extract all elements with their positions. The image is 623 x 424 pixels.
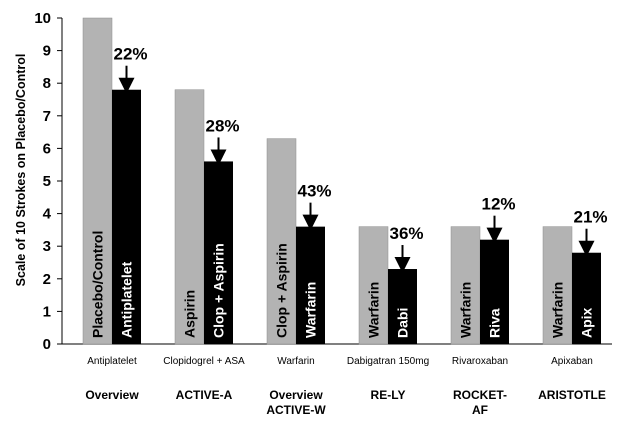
control-bar-label: Warfarin: [550, 282, 566, 338]
treatment-bar: [480, 239, 509, 344]
reduction-percent: 21%: [573, 208, 607, 227]
category-label: Rivaroxaban: [452, 356, 508, 367]
control-bar-label: Warfarin: [458, 282, 474, 338]
treatment-bar: [112, 89, 141, 344]
treatment-bar-label: Riva: [487, 308, 503, 338]
reduction-percent: 22%: [113, 45, 147, 64]
treatment-bar-label: Clop + Aspirin: [211, 243, 227, 338]
trial-group-label: AF: [472, 403, 488, 417]
y-tick-label: 0: [43, 336, 51, 353]
reduction-percent: 43%: [297, 182, 331, 201]
trial-group-label: ACTIVE-A: [176, 388, 233, 402]
control-bar: [358, 226, 389, 345]
y-tick-label: 8: [43, 75, 51, 92]
category-label: Antiplatelet: [87, 356, 137, 367]
category-label: Apixaban: [551, 356, 593, 367]
treatment-bar: [204, 161, 233, 344]
treatment-bar-label: Apix: [579, 307, 595, 338]
treatment-bar: [296, 226, 325, 344]
treatment-bar-label: Warfarin: [303, 282, 319, 338]
category-label: Warfarin: [277, 356, 314, 367]
control-bar: [174, 89, 205, 345]
treatment-bar: [572, 252, 601, 344]
control-bar: [266, 138, 297, 345]
y-tick-label: 3: [43, 238, 51, 255]
y-axis-label: Scale of 10 Strokes on Placebo/Control: [14, 54, 28, 287]
y-tick-label: 4: [43, 206, 52, 223]
y-tick-label: 2: [43, 271, 51, 288]
trial-group-label: ROCKET-: [453, 388, 507, 402]
reduction-percent: 12%: [481, 195, 515, 214]
trial-group-label: Overview: [85, 388, 139, 402]
trial-group-label: ARISTOTLE: [538, 388, 606, 402]
trial-group-label: Overview: [269, 388, 323, 402]
control-bar: [82, 17, 113, 345]
control-bar-label: Placebo/Control: [90, 231, 106, 338]
treatment-bar: [388, 269, 417, 344]
treatment-bar-label: Dabi: [395, 308, 411, 338]
y-tick-label: 5: [43, 173, 51, 190]
control-bar-label: Clop + Aspirin: [274, 243, 290, 338]
y-tick-label: 9: [43, 43, 51, 60]
y-tick-label: 1: [43, 303, 51, 320]
control-bar-label: Warfarin: [366, 282, 382, 338]
y-tick-label: 10: [34, 10, 51, 27]
control-bar: [542, 226, 573, 345]
y-tick-label: 7: [43, 108, 51, 125]
reduction-percent: 28%: [205, 116, 239, 135]
reduction-percent: 36%: [389, 224, 423, 243]
category-label: Clopidogrel + ASA: [163, 356, 245, 367]
trial-group-label: RE-LY: [371, 388, 406, 402]
trial-group-label: ACTIVE-W: [266, 403, 326, 417]
control-bar-label: Aspirin: [182, 290, 198, 338]
treatment-bar-label: Antiplatelet: [119, 261, 135, 338]
control-bar: [450, 226, 481, 345]
y-tick-label: 6: [43, 140, 51, 157]
category-label: Dabigatran 150mg: [347, 356, 429, 367]
